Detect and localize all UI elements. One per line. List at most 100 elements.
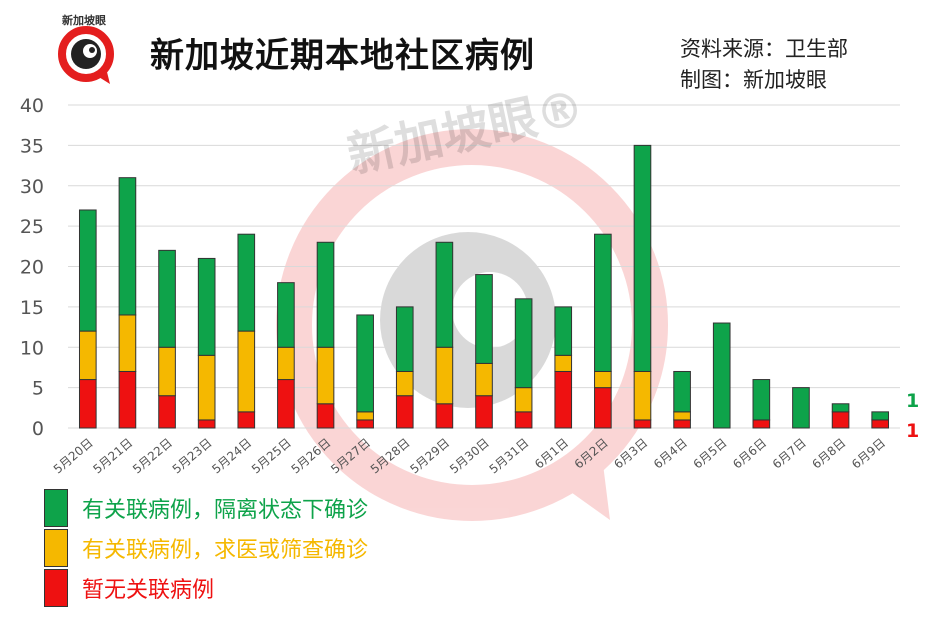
x-tick-label: 5月25日 <box>249 436 294 477</box>
bar-segment-linked_detected <box>554 354 573 372</box>
y-tick-label: 5 <box>32 378 44 400</box>
bar-segment-linked_detected <box>395 370 414 397</box>
bar-segment-unlinked <box>475 395 493 429</box>
bar-segment-linked_quarantined <box>594 233 612 372</box>
credit-line: 制图：新加坡眼 <box>680 68 827 92</box>
legend-swatch-green <box>44 489 68 527</box>
legend-label: 有关联病例，求医或筛查确诊 <box>82 538 369 563</box>
bar-segment-linked_detected <box>118 314 137 372</box>
bar-segment-linked_detected <box>633 370 652 421</box>
y-tick-label: 15 <box>20 297 44 319</box>
x-tick-label: 5月20日 <box>51 436 96 477</box>
x-tick-label: 5月31日 <box>487 436 532 477</box>
bar-segment-linked_detected <box>78 330 97 381</box>
brand-logo-icon <box>58 26 114 84</box>
bar-segment-linked_detected <box>514 387 533 413</box>
bar-segment-linked_quarantined <box>673 370 691 413</box>
bar-segment-linked_quarantined <box>792 387 810 429</box>
y-axis: 0 5 10 15 20 25 30 35 40 <box>20 95 44 440</box>
bar-segment-unlinked <box>78 379 97 429</box>
bar-segment-unlinked <box>514 411 533 429</box>
bars <box>78 144 890 429</box>
bar-segment-linked_quarantined <box>435 241 454 348</box>
bar-segment-unlinked <box>594 387 612 429</box>
bar-segment-linked_quarantined <box>554 306 573 356</box>
bar-segment-linked_detected <box>237 330 256 413</box>
bar-segment-unlinked <box>197 419 216 429</box>
side-annotation-red: 1 <box>906 420 920 442</box>
bar-segment-unlinked <box>356 419 374 429</box>
x-tick-label: 6月6日 <box>730 436 769 472</box>
legend: 有关联病例，隔离状态下确诊 有关联病例，求医或筛查确诊 暂无关联病例 <box>44 488 368 608</box>
x-tick-label: 5月29日 <box>407 436 452 477</box>
y-tick-label: 20 <box>20 257 44 279</box>
x-tick-label: 5月30日 <box>447 436 492 477</box>
bar-segment-linked_quarantined <box>237 233 256 332</box>
logo-text: 新加坡眼 <box>62 14 106 27</box>
bar-segment-linked_quarantined <box>831 403 850 413</box>
legend-swatch-red <box>44 569 68 607</box>
legend-item-unlinked: 暂无关联病例 <box>44 568 368 608</box>
x-tick-label: 6月5日 <box>691 436 730 472</box>
bar-segment-unlinked <box>831 411 850 429</box>
x-tick-label: 5月23日 <box>170 436 215 477</box>
bar-segment-linked_detected <box>197 354 216 421</box>
bar-segment-linked_quarantined <box>118 177 137 316</box>
x-tick-label: 6月9日 <box>849 436 888 472</box>
bar-segment-linked_detected <box>158 346 176 397</box>
source-line: 资料来源：卫生部 <box>680 37 848 61</box>
bar-segment-linked_detected <box>435 346 454 405</box>
x-tick-label: 5月22日 <box>130 436 175 477</box>
x-tick-label: 6月8日 <box>809 436 848 472</box>
bar-segment-unlinked <box>395 395 414 429</box>
bar-segment-unlinked <box>673 419 691 429</box>
y-tick-label: 30 <box>20 176 44 198</box>
bar-segment-unlinked <box>752 419 771 429</box>
bar-segment-unlinked <box>316 403 335 429</box>
y-tick-label: 25 <box>20 216 44 238</box>
bar-segment-linked_detected <box>277 346 295 381</box>
bar-segment-linked_quarantined <box>752 379 771 421</box>
bar-segment-linked_quarantined <box>356 314 374 413</box>
bar-segment-linked_quarantined <box>78 209 97 332</box>
bar-segment-linked_detected <box>475 362 493 397</box>
legend-item-linked-quarantined: 有关联病例，隔离状态下确诊 <box>44 488 368 528</box>
bar-segment-unlinked <box>277 379 295 429</box>
y-tick-label: 35 <box>20 135 44 157</box>
x-tick-label: 6月7日 <box>770 436 809 472</box>
bar-segment-unlinked <box>118 370 137 429</box>
y-tick-label: 0 <box>32 418 44 440</box>
bar-segment-unlinked <box>554 370 573 429</box>
bar-segment-linked_quarantined <box>514 298 533 389</box>
bar-segment-linked_quarantined <box>395 306 414 372</box>
bar-segment-linked_detected <box>316 346 335 405</box>
y-tick-label: 40 <box>20 95 44 117</box>
bar-segment-linked_quarantined <box>197 257 216 356</box>
x-tick-label: 5月24日 <box>209 436 254 477</box>
bar-segment-linked_quarantined <box>633 144 652 372</box>
bar-segment-unlinked <box>633 419 652 429</box>
bar-segment-unlinked <box>435 403 454 429</box>
bar-segment-linked_quarantined <box>158 249 176 348</box>
bar-segment-linked_detected <box>673 411 691 421</box>
bar-segment-linked_quarantined <box>475 274 493 364</box>
x-axis: 5月20日5月21日5月22日5月23日5月24日5月25日5月26日5月27日… <box>51 436 888 477</box>
bar-segment-unlinked <box>871 419 890 429</box>
bar-segment-linked_quarantined <box>316 241 335 348</box>
x-tick-label: 5月21日 <box>90 436 135 477</box>
bar-segment-linked_quarantined <box>277 282 295 348</box>
legend-item-linked-detected: 有关联病例，求医或筛查确诊 <box>44 528 368 568</box>
x-tick-label: 6月4日 <box>651 436 690 472</box>
side-annotation-green: 1 <box>906 390 920 412</box>
legend-label: 暂无关联病例 <box>82 578 215 603</box>
bar-segment-linked_detected <box>594 370 612 389</box>
bar-segment-unlinked <box>237 411 256 429</box>
bar-segment-linked_detected <box>356 411 374 421</box>
bar-segment-unlinked <box>158 395 176 429</box>
legend-label: 有关联病例，隔离状态下确诊 <box>82 498 369 523</box>
legend-swatch-yellow <box>44 529 68 567</box>
bar-segment-linked_quarantined <box>712 322 731 429</box>
bar-segment-linked_quarantined <box>871 411 890 421</box>
source-block: 资料来源：卫生部 制图：新加坡眼 <box>680 34 848 96</box>
